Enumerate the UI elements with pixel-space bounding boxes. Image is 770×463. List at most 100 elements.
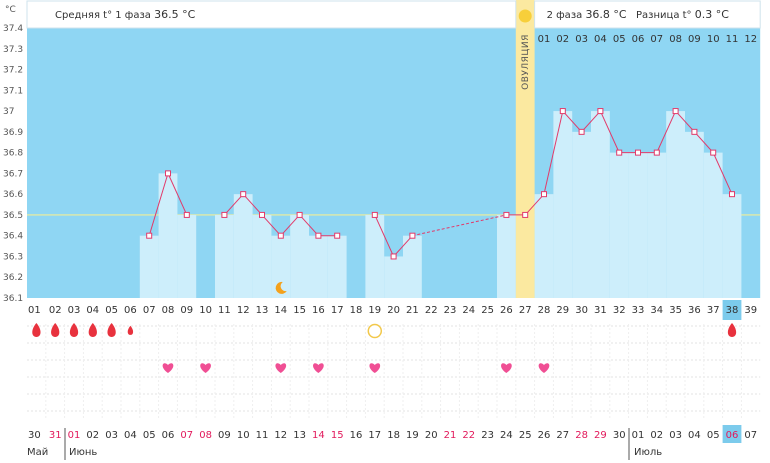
- temp-point: [672, 108, 679, 115]
- phase2-day-number: 02: [556, 34, 569, 45]
- temp-point: [315, 232, 322, 239]
- temp-bar: [177, 214, 197, 298]
- y-tick-label: 36.7: [3, 169, 23, 179]
- cycle-day-label: 04: [86, 305, 99, 316]
- cycle-day-label: 20: [387, 305, 400, 316]
- temp-line-segment: [299, 214, 319, 237]
- cycle-day-label: 18: [350, 305, 363, 316]
- temp-line-segment: [581, 110, 601, 133]
- temp-point: [221, 211, 228, 218]
- date-label: 02: [650, 430, 663, 441]
- y-tick-label: 36.9: [3, 128, 23, 138]
- y-tick-label: 36.4: [3, 232, 23, 242]
- y-tick-label: 36.3: [3, 252, 23, 262]
- temp-bar: [309, 235, 328, 298]
- drop-icon: [88, 323, 97, 337]
- temp-point: [691, 128, 698, 135]
- y-tick-label: 36.5: [3, 211, 23, 221]
- temp-point: [541, 191, 547, 198]
- phase2-day-number: 07: [650, 34, 663, 45]
- temp-point: [146, 232, 153, 239]
- date-label: 07: [744, 430, 757, 441]
- date-label: 23: [481, 430, 494, 441]
- date-label: 18: [387, 430, 400, 441]
- temp-line-segment: [261, 214, 282, 237]
- cycle-day-label: 16: [312, 305, 325, 316]
- heart-icon: [538, 363, 550, 373]
- date-label: 10: [237, 430, 250, 441]
- date-label: 27: [556, 430, 569, 441]
- temp-bar: [572, 131, 591, 298]
- y-tick-label: 36.1: [3, 294, 23, 304]
- date-label: 12: [274, 430, 287, 441]
- cycle-day-label: 31: [594, 305, 607, 316]
- temp-line-segment: [712, 152, 733, 195]
- drop-icon: [727, 323, 737, 337]
- temp-bar: [722, 194, 742, 298]
- month-july: Июль: [634, 447, 662, 458]
- drop-icon: [69, 323, 79, 337]
- phase1-stat: Средняя t° 1 фаза 36.5 °C: [55, 8, 196, 21]
- date-label: 28: [575, 430, 588, 441]
- cycle-day-label: 02: [49, 305, 62, 316]
- y-tick-label: 36.6: [3, 190, 23, 200]
- phase2-day-number: 10: [707, 34, 720, 45]
- date-label: 07: [180, 430, 193, 441]
- heart-icon: [501, 363, 512, 373]
- cycle-day-label: 28: [538, 305, 551, 316]
- date-label: 22: [462, 430, 475, 441]
- heart-icon: [162, 363, 174, 373]
- phase2-day-number: 06: [632, 34, 645, 45]
- temp-line-segment: [562, 110, 582, 133]
- date-label: 20: [425, 430, 438, 441]
- temp-bar: [497, 214, 516, 298]
- phase2-day-number: 05: [613, 34, 626, 45]
- date-label: 21: [444, 430, 457, 441]
- phase1-header: [26, 0, 517, 29]
- temp-line-segment: [656, 110, 677, 153]
- cycle-day-label: 01: [28, 305, 41, 316]
- temp-bar: [252, 214, 272, 298]
- cycle-day-label: 39: [744, 305, 757, 316]
- temp-line-segment: [280, 214, 300, 237]
- cycle-day-label: 36: [688, 305, 701, 316]
- temp-point: [578, 128, 585, 135]
- date-label: 30: [28, 430, 41, 441]
- cycle-day-label: 11: [218, 305, 231, 316]
- temp-bar: [327, 235, 347, 298]
- temp-point: [597, 108, 604, 115]
- cycle-day-label: 14: [274, 305, 287, 316]
- cycle-day-label: 38: [726, 305, 739, 316]
- cycle-day-label: 32: [613, 305, 626, 316]
- temp-point: [390, 253, 397, 260]
- cycle-day-label: 08: [162, 305, 175, 316]
- date-label: 13: [293, 430, 306, 441]
- temp-point: [183, 211, 190, 218]
- temp-bar: [666, 111, 685, 298]
- temp-point: [710, 149, 717, 156]
- circle-icon: [367, 323, 383, 339]
- phase2-day-number: 01: [538, 34, 551, 45]
- temp-bar: [647, 152, 667, 298]
- date-label: 26: [538, 430, 551, 441]
- phase2-header: [534, 0, 761, 29]
- temp-point: [503, 211, 510, 218]
- ovulation-column: [515, 0, 535, 298]
- y-tick-label: 36.8: [3, 149, 23, 159]
- temp-line-segment: [675, 110, 695, 133]
- cycle-day-label: 24: [462, 305, 475, 316]
- cycle-day-label: 17: [331, 305, 344, 316]
- temp-bar: [290, 214, 309, 298]
- date-label: 30: [613, 430, 626, 441]
- temp-bar: [403, 235, 422, 298]
- heart-icon: [275, 363, 287, 373]
- temp-point: [165, 170, 171, 177]
- date-label: 09: [218, 430, 231, 441]
- cycle-day-label: 22: [425, 305, 438, 316]
- date-label: 06: [162, 430, 175, 441]
- date-label: 24: [500, 430, 513, 441]
- temp-bar: [685, 131, 704, 298]
- highlight-date-cell: [722, 425, 742, 443]
- date-label: 15: [331, 430, 344, 441]
